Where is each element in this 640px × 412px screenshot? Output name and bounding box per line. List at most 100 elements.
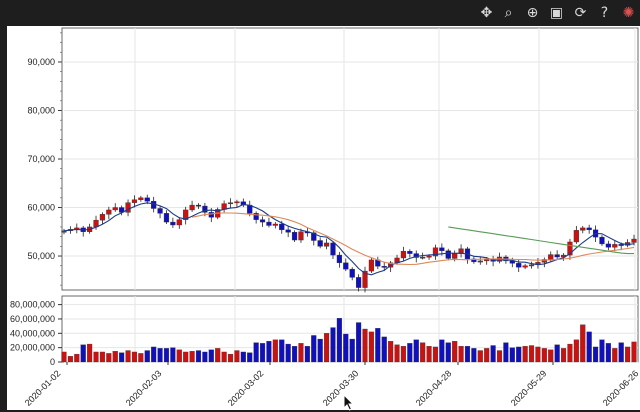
volume-bar-up xyxy=(176,349,182,363)
volume-bar-down xyxy=(503,342,509,363)
volume-bar-down xyxy=(599,339,605,363)
candle-down xyxy=(509,260,515,264)
candle-down xyxy=(407,250,413,254)
volume-bar-up xyxy=(215,348,221,363)
candle-down xyxy=(157,208,163,214)
volume-bar-up xyxy=(452,341,458,363)
candle-down xyxy=(605,243,611,248)
volume-bar-up xyxy=(131,351,138,363)
candle-up xyxy=(420,256,426,259)
candle-down xyxy=(586,227,592,231)
candle-up xyxy=(368,259,375,272)
volume-bar-down xyxy=(157,348,163,363)
move-icon[interactable]: ✥ xyxy=(480,5,493,21)
candle-up xyxy=(548,254,554,260)
stock-chart: 50,000 60,000 70,000 80,000 90,000 0 20,000,00… xyxy=(10,27,640,408)
volume-bar-up xyxy=(522,346,528,363)
box-zoom-icon[interactable]: ⌕ xyxy=(504,5,513,21)
volume-bar-down xyxy=(439,339,445,363)
volume-bar-down xyxy=(464,346,471,363)
price-ytick-label: 50,000 xyxy=(27,251,55,261)
volume-bar-up xyxy=(567,343,573,363)
save-icon[interactable]: ▣ xyxy=(549,5,564,21)
volume-bar-up xyxy=(234,350,240,363)
price-ytick-label: 60,000 xyxy=(27,203,55,213)
candle-down xyxy=(413,253,419,258)
candle-down xyxy=(208,212,214,218)
volume-bar-down xyxy=(349,338,355,363)
volume-bar-down xyxy=(618,342,624,363)
volume-ytick-label: 80,000,000 xyxy=(10,300,55,310)
volume-bar-down xyxy=(343,333,349,363)
volume-bar-up xyxy=(298,343,304,363)
volume-bar-up xyxy=(477,350,483,363)
candle-down xyxy=(471,258,477,263)
volume-bar-up xyxy=(362,328,368,363)
volume-bar-up xyxy=(138,353,144,363)
volume-bar-up xyxy=(112,351,118,363)
wheel-zoom-icon[interactable]: ⊕ xyxy=(526,5,539,21)
price-ytick-label: 80,000 xyxy=(27,105,55,115)
volume-bar-down xyxy=(170,347,176,363)
candle-up xyxy=(131,199,138,203)
candle-down xyxy=(618,244,624,246)
volume-bar-down xyxy=(311,335,317,363)
volume-bar-down xyxy=(195,350,202,363)
volume-bar-down xyxy=(413,339,419,363)
candle-down xyxy=(279,223,285,231)
candle-down xyxy=(259,219,266,223)
bokeh-logo-icon[interactable]: ✺ xyxy=(622,5,635,21)
volume-bar-up xyxy=(227,353,234,363)
candle-down xyxy=(516,263,522,268)
volume-bar-down xyxy=(356,322,362,363)
candle-down xyxy=(163,213,170,223)
ma5-line xyxy=(63,202,635,276)
candle-up xyxy=(400,250,407,259)
candle-up xyxy=(234,201,240,204)
candle-up xyxy=(477,260,483,263)
volume-bar-up xyxy=(272,339,278,363)
price-ytick-label: 70,000 xyxy=(27,154,55,164)
volume-bar-down xyxy=(554,344,560,363)
candle-up xyxy=(61,230,67,233)
volume-bar-up xyxy=(484,348,490,363)
candle-down xyxy=(311,232,317,241)
volume-bar-down xyxy=(163,348,170,363)
candle-down xyxy=(381,266,387,268)
volume-bar-down xyxy=(292,346,298,363)
candle-up xyxy=(99,214,106,221)
volume-bar-up xyxy=(400,346,406,363)
candle-down xyxy=(343,262,349,270)
plot-area[interactable]: 50,000 60,000 70,000 80,000 90,000 0 20,000,00… xyxy=(7,26,640,410)
candle-down xyxy=(195,204,202,207)
volume-bar-up xyxy=(458,346,464,363)
candle-up xyxy=(452,253,458,259)
candle-up xyxy=(112,207,118,211)
candle-down xyxy=(144,197,150,202)
volume-bar-down xyxy=(144,350,150,363)
help-icon[interactable]: ? xyxy=(600,5,609,21)
candle-down xyxy=(336,254,342,264)
volume-bar-down xyxy=(304,346,310,363)
candle-down xyxy=(285,229,291,233)
volume-bar-up xyxy=(394,344,400,363)
candle-up xyxy=(183,209,189,220)
volume-bar-up xyxy=(189,351,195,363)
volume-bars xyxy=(61,318,637,363)
candle-up xyxy=(612,244,618,248)
reset-icon[interactable]: ⟳ xyxy=(574,5,587,21)
volume-bar-up xyxy=(573,339,579,363)
candle-down xyxy=(349,268,355,278)
candle-up xyxy=(362,270,368,288)
volume-bar-up xyxy=(528,345,535,363)
candle-up xyxy=(528,264,535,267)
xtick-label: 2020-02-03 xyxy=(124,368,164,408)
volume-bar-down xyxy=(317,338,323,363)
volume-bar-down xyxy=(375,328,381,363)
candle-down xyxy=(266,221,272,226)
volume-bar-up xyxy=(67,356,73,363)
volume-bar-down xyxy=(516,346,522,363)
volume-bar-down xyxy=(240,351,246,363)
xtick-label: 2020-03-02 xyxy=(226,368,266,408)
candle-up xyxy=(631,238,637,243)
